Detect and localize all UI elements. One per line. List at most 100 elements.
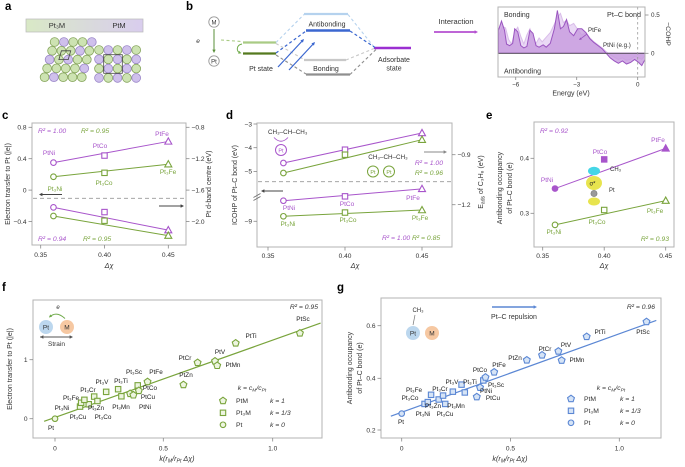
arrowhead bbox=[474, 30, 478, 34]
c-x-tick: 0.40 bbox=[98, 252, 111, 259]
atom-ptm-lattice bbox=[122, 54, 132, 65]
atom-ptm-lattice bbox=[131, 63, 142, 74]
e-point-label: PtCo bbox=[593, 149, 608, 156]
f-legend-k: k = 1 bbox=[270, 398, 285, 405]
arrowhead bbox=[443, 150, 447, 154]
g-inset-m-atom bbox=[425, 326, 439, 340]
f-point-label: Pt₃Ti bbox=[114, 378, 128, 385]
cohp-ptni-label: PtNi (e.g.) bbox=[603, 42, 631, 49]
panel-b-letter: b bbox=[186, 1, 194, 13]
d-ptm-icohp-triangle bbox=[417, 184, 427, 193]
g-fit-line bbox=[390, 319, 657, 417]
line bbox=[347, 14, 375, 48]
f-point-label: PtCu bbox=[141, 394, 156, 401]
f-point-Pt₃Zn bbox=[94, 397, 101, 405]
g-inset-bond-line bbox=[412, 314, 416, 326]
line bbox=[53, 140, 169, 164]
g-point-PtMn bbox=[557, 356, 566, 364]
g-point-PtV bbox=[554, 346, 563, 355]
d-pt-site-circle bbox=[383, 165, 395, 178]
g-legend-marker-PtM bbox=[566, 394, 576, 403]
c-pt3m-dband-square bbox=[101, 217, 108, 224]
g-point-Pt₃Mn bbox=[461, 389, 469, 396]
adsorbate-label-2: state bbox=[386, 66, 401, 73]
f-point-Pt₃Co bbox=[85, 400, 92, 408]
f-x-tick: 1.0 bbox=[268, 446, 277, 453]
d-pt-site-circle bbox=[367, 165, 379, 178]
f-inset-pt-label: Pt bbox=[43, 325, 49, 332]
f-point-label: Pt₃Ni bbox=[55, 405, 70, 412]
c-pt3m-triangle bbox=[163, 159, 173, 168]
atom-pt3m-lattice bbox=[59, 37, 69, 47]
electron-label: e bbox=[196, 38, 200, 45]
d-r2: R² = 1.00 bbox=[382, 235, 410, 242]
e-y-tick: 0.4 bbox=[520, 156, 529, 163]
cohp-y-tick: 0.5 bbox=[651, 12, 660, 19]
cohp-antibonding-label: Antibonding bbox=[504, 69, 541, 76]
atom-pt3m-lattice bbox=[39, 72, 50, 82]
line bbox=[349, 30, 376, 49]
g-point-label: Pt₃Co bbox=[402, 395, 419, 402]
f-x-tick: 0.5 bbox=[159, 446, 168, 453]
g-point-Pt₃Ti bbox=[458, 381, 465, 388]
cohp-y-tick: 0 bbox=[651, 51, 655, 58]
e-ptm-square bbox=[600, 156, 608, 163]
e-x-axis-label: Δχ bbox=[599, 261, 610, 270]
d-left-tick: −5 bbox=[244, 169, 252, 176]
g-legend-header: k = cM/cPt bbox=[597, 385, 626, 394]
atom-pt3m-lattice bbox=[77, 72, 87, 82]
interaction-label: Interaction bbox=[438, 17, 473, 26]
orbital-lobe-yellow bbox=[588, 197, 600, 206]
atom-pt3m-lattice bbox=[84, 45, 95, 56]
c-point-label: Pt₃Co bbox=[95, 180, 112, 187]
g-inset-ch3-label: CH₃ bbox=[412, 308, 424, 314]
c-point-label: Pt₃Ni bbox=[48, 186, 63, 193]
f-point-label: PtNi bbox=[139, 404, 151, 411]
d-x-tick: 0.35 bbox=[262, 253, 275, 260]
line bbox=[275, 54, 307, 75]
c-point-label: PtCo bbox=[93, 143, 108, 150]
g-legend-marker-Pt₃M bbox=[567, 407, 575, 415]
f-point-Pt₃Ti bbox=[114, 385, 122, 393]
g-x-tick: 0.5 bbox=[506, 446, 515, 453]
atom-ptm-lattice bbox=[112, 63, 123, 74]
atom-ptm-lattice bbox=[94, 45, 104, 55]
e-y-axis-label: Antibonding occupancy bbox=[497, 151, 504, 224]
f-point-label: PtMn bbox=[226, 362, 241, 369]
g-x-axis-label: k(rM/rPt Δχ) bbox=[492, 454, 527, 465]
d-pt-site-label: Pt bbox=[370, 170, 376, 176]
e-ptm-triangle bbox=[661, 143, 671, 152]
g-r2: R² = 0.96 bbox=[627, 304, 655, 311]
d-ptm-eads-circle bbox=[280, 159, 287, 167]
arrowhead bbox=[40, 335, 44, 339]
pt-atom-label: Pt bbox=[211, 59, 217, 65]
f-inset-e-label: e bbox=[56, 305, 60, 311]
line bbox=[580, 33, 588, 40]
f-legend-marker-Pt bbox=[219, 421, 227, 429]
atom-ptm-lattice bbox=[103, 45, 114, 55]
g-legend-label: PtM bbox=[584, 396, 596, 403]
bonding-label: Bonding bbox=[313, 66, 339, 73]
g-point-PtCr bbox=[537, 350, 547, 359]
c-point-label: Pt₃Fe bbox=[160, 169, 177, 176]
f-legend-k: k = 0 bbox=[270, 422, 285, 429]
f-point-PtCr bbox=[193, 358, 202, 367]
g-point-label: Pt₃V bbox=[446, 379, 460, 386]
line bbox=[53, 215, 169, 237]
arrowhead bbox=[300, 39, 304, 43]
f-point-PtZn bbox=[179, 380, 188, 389]
g-inset-pt-atom bbox=[406, 326, 420, 340]
g-point-PtCu bbox=[472, 392, 481, 401]
f-point-label: Pt₃Co bbox=[95, 414, 112, 421]
e-r2: R² = 0.92 bbox=[540, 128, 568, 135]
c-pt3m-circle bbox=[50, 173, 57, 181]
f-x-tick: 0 bbox=[53, 446, 57, 453]
pt-atom-sphere bbox=[590, 190, 598, 197]
f-point-label: Pt₃Cu bbox=[70, 414, 87, 421]
alloy-label-pt3m: Pt₃M bbox=[49, 21, 65, 30]
g-point-label: PtV bbox=[561, 342, 572, 349]
d-pt-site-label: Pt bbox=[386, 170, 392, 176]
g-x-tick: 0 bbox=[400, 446, 404, 453]
arrowhead bbox=[533, 305, 537, 309]
